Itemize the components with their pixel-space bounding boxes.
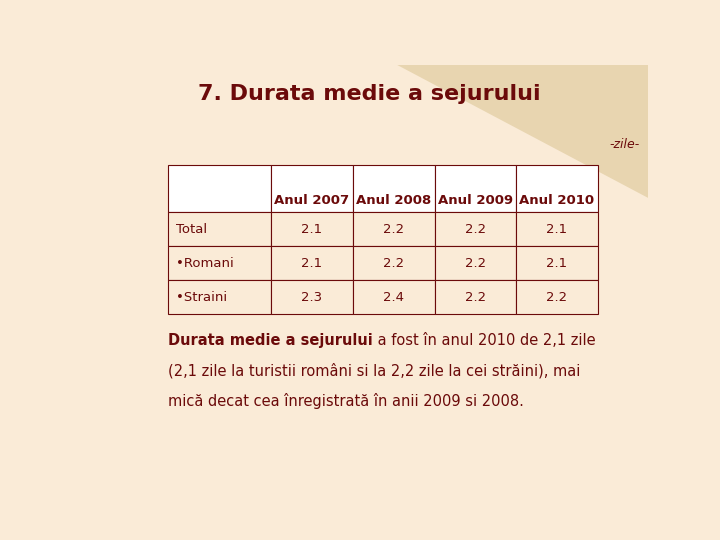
Text: 2.2: 2.2 — [383, 223, 404, 236]
Bar — [434, 280, 516, 314]
Text: 2.1: 2.1 — [302, 223, 323, 236]
Bar — [271, 246, 353, 280]
Bar — [516, 246, 598, 280]
Text: Anul 2007: Anul 2007 — [274, 194, 350, 207]
Text: •Straini: •Straini — [176, 291, 228, 304]
Text: -zile-: -zile- — [609, 138, 639, 151]
Bar — [168, 165, 271, 213]
Text: Anul 2010: Anul 2010 — [519, 194, 595, 207]
Text: 2.2: 2.2 — [546, 291, 567, 304]
Text: a fost în anul 2010 de 2,1 zile: a fost în anul 2010 de 2,1 zile — [373, 333, 595, 348]
Bar — [271, 165, 353, 213]
Text: Total: Total — [176, 223, 207, 236]
Text: Durata medie a sejurului: Durata medie a sejurului — [168, 333, 373, 348]
Bar — [516, 280, 598, 314]
Text: 7. Durata medie a sejurului: 7. Durata medie a sejurului — [198, 84, 540, 104]
Text: 2.1: 2.1 — [302, 257, 323, 270]
Text: 2.2: 2.2 — [465, 291, 486, 304]
Bar — [168, 246, 271, 280]
Bar — [353, 165, 434, 213]
Bar — [516, 165, 598, 213]
Text: Anul 2008: Anul 2008 — [356, 194, 431, 207]
Text: mică decat cea înregistrată în anii 2009 si 2008.: mică decat cea înregistrată în anii 2009… — [168, 393, 524, 409]
Text: 2.2: 2.2 — [465, 223, 486, 236]
Text: 2.2: 2.2 — [383, 257, 404, 270]
Bar — [353, 213, 434, 246]
Bar — [271, 280, 353, 314]
Bar — [353, 246, 434, 280]
Text: 2.1: 2.1 — [546, 223, 567, 236]
Bar — [271, 213, 353, 246]
Bar — [168, 213, 271, 246]
Bar — [434, 213, 516, 246]
Text: (2,1 zile la turistii români si la 2,2 zile la cei străini), mai: (2,1 zile la turistii români si la 2,2 z… — [168, 363, 580, 379]
Polygon shape — [397, 65, 648, 198]
Bar — [434, 246, 516, 280]
Bar — [353, 280, 434, 314]
Text: 2.3: 2.3 — [302, 291, 323, 304]
Bar — [516, 213, 598, 246]
Text: 2.1: 2.1 — [546, 257, 567, 270]
Text: •Romani: •Romani — [176, 257, 234, 270]
Text: Anul 2009: Anul 2009 — [438, 194, 513, 207]
Bar — [168, 280, 271, 314]
Text: 2.2: 2.2 — [465, 257, 486, 270]
Bar — [434, 165, 516, 213]
Text: 2.4: 2.4 — [383, 291, 404, 304]
